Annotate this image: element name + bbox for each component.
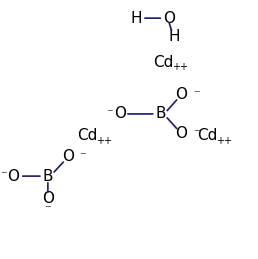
Text: Cd: Cd [154,55,174,70]
Text: O: O [176,87,188,102]
Text: ⁻: ⁻ [106,107,112,120]
Text: Cd: Cd [197,128,217,143]
Text: ⁻: ⁻ [193,88,199,101]
Text: ++: ++ [216,136,232,146]
Text: H: H [130,11,141,26]
Text: ⁻: ⁻ [193,127,199,140]
Text: ⁻: ⁻ [79,150,86,163]
Text: O: O [176,126,188,141]
Text: B: B [43,169,53,184]
Text: Cd: Cd [77,128,98,143]
Text: O: O [42,191,54,206]
Text: O: O [62,149,74,164]
Text: ++: ++ [96,136,112,146]
Text: H: H [168,29,180,44]
Text: B: B [156,106,166,121]
Text: ⁻: ⁻ [45,203,51,216]
Text: O: O [163,11,175,26]
Text: O: O [115,106,126,121]
Text: ++: ++ [172,62,188,72]
Text: O: O [7,169,20,184]
Text: ⁻: ⁻ [0,170,7,183]
